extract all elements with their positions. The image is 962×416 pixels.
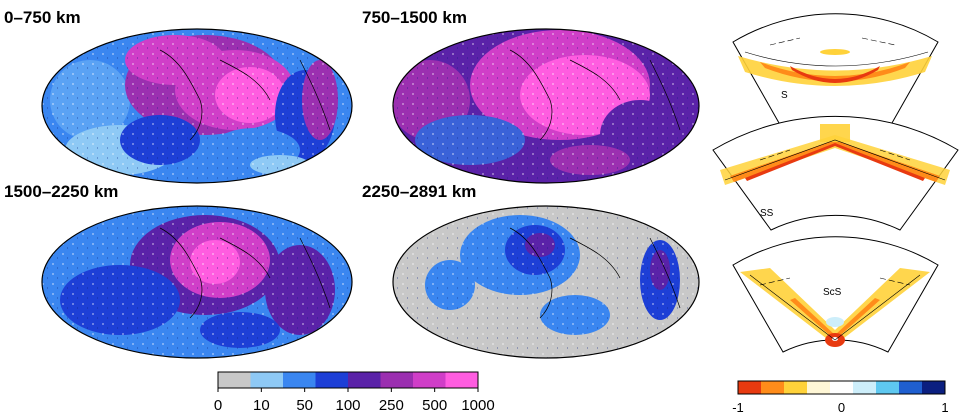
kernel-scs: ScS: [732, 236, 939, 353]
map-2250-2891-border: [392, 205, 700, 359]
kernel-s: S: [732, 13, 939, 131]
colorbar-left-tick-label: 0: [214, 397, 222, 414]
colorbar-left-tick-label: 10: [253, 397, 270, 414]
map-title-750-1500: 750–1500 km: [362, 8, 467, 27]
colorbar-right-segment: [761, 381, 785, 394]
colorbar-left-segment: [348, 372, 381, 388]
kernel-label-ss: SS: [760, 208, 774, 219]
colorbar-left-tick-label: 1000: [461, 397, 494, 414]
coastlines: [159, 49, 681, 319]
colorbar-left: 0 10 50 100 250 500 1000: [214, 371, 495, 414]
colorbar-right-segment: [784, 381, 808, 394]
colorbar-right-segment: [830, 381, 854, 394]
colorbar-left-segment: [283, 372, 316, 388]
map-2250-2891: [393, 206, 699, 358]
colorbar-right-segment: [853, 381, 877, 394]
colorbar-right-tick-label: 0: [838, 400, 845, 415]
kernel-ss: SS: [712, 115, 959, 231]
colorbar-right-segment: [899, 381, 923, 394]
kernel-label-scs: ScS: [823, 287, 842, 298]
colorbar-left-tick-label: 50: [296, 397, 313, 414]
kernel-label-s: S: [781, 90, 788, 101]
colorbar-left-segment: [218, 372, 251, 388]
map-750-1500-border: [392, 28, 700, 184]
map-title-2250-2891: 2250–2891 km: [362, 182, 477, 201]
colorbar-right-segment: [738, 381, 762, 394]
map-1500-2250-border: [41, 205, 353, 359]
colorbar-right: -1 0 1: [732, 380, 949, 415]
colorbar-right-tick-label: -1: [732, 400, 744, 415]
colorbar-right-tick-label: 1: [941, 400, 948, 415]
map-1500-2250: [42, 206, 352, 358]
colorbar-left-tick-label: 250: [379, 397, 404, 414]
map-750-1500: [393, 29, 699, 183]
map-0-750: [42, 29, 352, 183]
map-title-0-750: 0–750 km: [4, 8, 81, 27]
colorbar-right-segment: [922, 381, 946, 394]
colorbar-left-segment: [445, 372, 479, 388]
colorbar-right-segment: [807, 381, 831, 394]
colorbar-left-tick-label: 100: [335, 397, 360, 414]
colorbar-left-tick-label: 500: [422, 397, 447, 414]
colorbar-left-segment: [315, 372, 349, 388]
map-0-750-border: [41, 28, 353, 184]
colorbar-right-segment: [876, 381, 900, 394]
colorbar-left-segment: [380, 372, 414, 388]
colorbar-right-frame: [737, 380, 946, 395]
colorbar-left-segment: [413, 372, 446, 388]
colorbar-left-segment: [250, 372, 284, 388]
map-title-1500-2250: 1500–2250 km: [4, 182, 119, 201]
